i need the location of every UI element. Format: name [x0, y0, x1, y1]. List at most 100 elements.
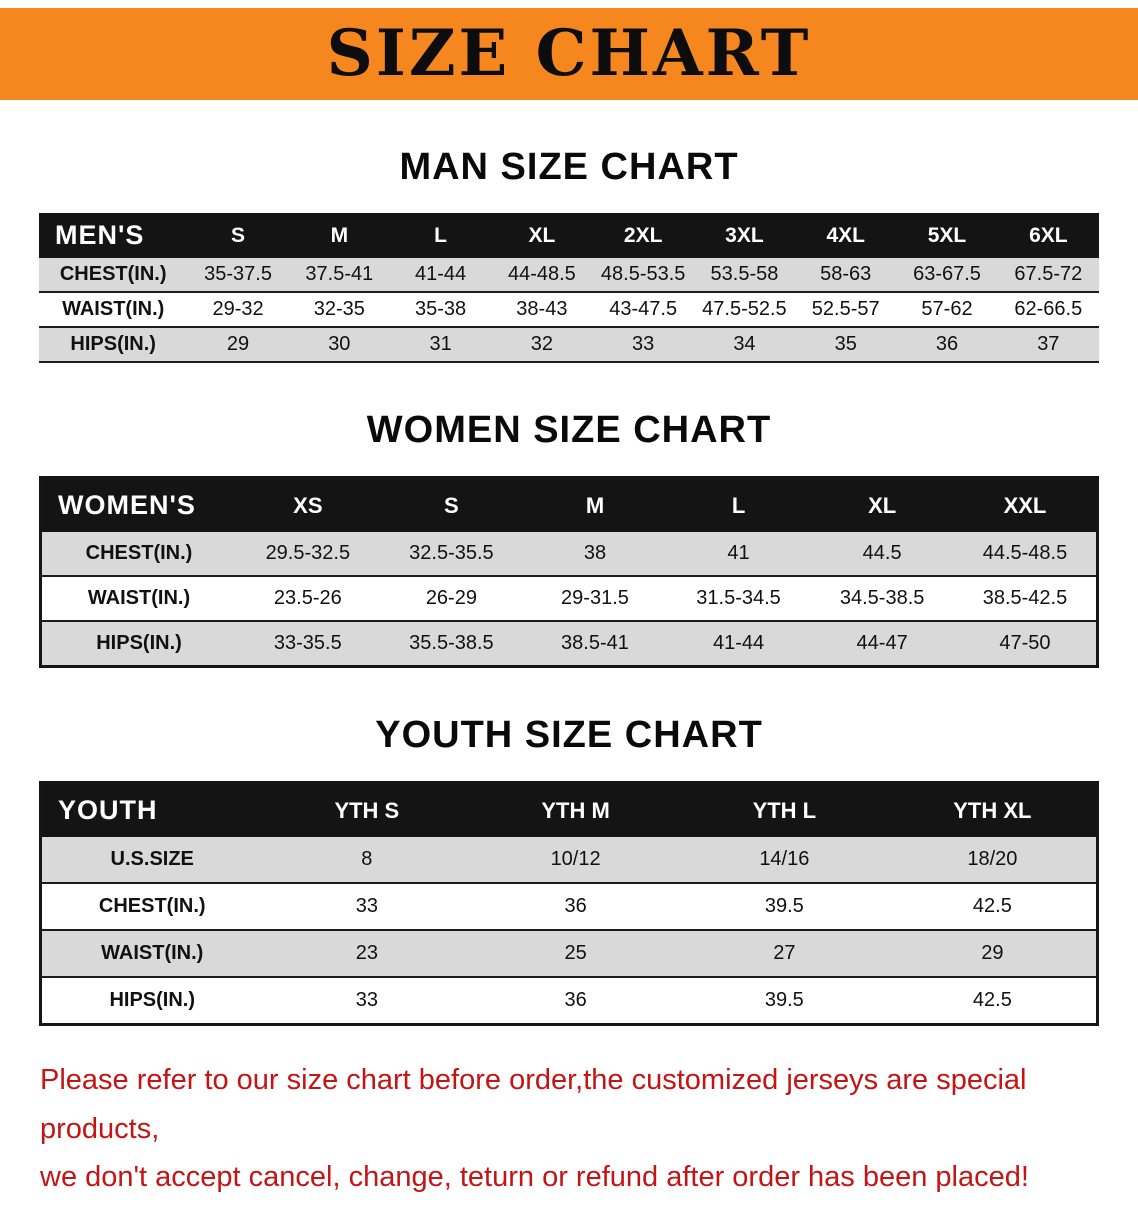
- table-header-row: MEN'S S M L XL 2XL 3XL 4XL 5XL 6XL: [39, 213, 1099, 258]
- banner: SIZE CHART: [0, 8, 1138, 100]
- row-label: CHEST(IN.): [59, 263, 167, 285]
- youth-section-heading: YOUTH SIZE CHART: [375, 714, 763, 756]
- table-row: CHEST(IN.) 29.5-32.5 32.5-35.5 38 41 44.5 44.5…: [40, 532, 1098, 576]
- size-value: 38: [583, 542, 607, 564]
- size-value: 44.5: [862, 542, 902, 564]
- size-value: 44-47: [856, 632, 908, 654]
- row-label: HIPS(IN.): [96, 632, 182, 654]
- row-label: HIPS(IN.): [109, 989, 196, 1011]
- table-row: WAIST(IN.) 29-32 32-35 35-38 38-43 43-47.5 47.…: [39, 292, 1099, 327]
- size-value: 57-62: [921, 298, 973, 320]
- size-value: 41-44: [712, 632, 765, 654]
- youth-size-table: YOUTH YTH S YTH M YTH L YTH XL U.S.SIZE 8 10/12…: [39, 781, 1099, 1026]
- size-value: 52.5-57: [811, 298, 880, 320]
- table-header-row: WOMEN'S XS S M L XL XXL: [40, 477, 1098, 532]
- banner-title: SIZE CHART: [326, 16, 812, 91]
- size-value: 37: [1037, 333, 1060, 355]
- size-value: 47.5-52.5: [702, 298, 787, 320]
- size-value: 39.5: [764, 895, 804, 917]
- size-column-header: YTH XL: [888, 782, 1098, 837]
- size-value: 29: [226, 333, 250, 355]
- size-value: 36: [564, 895, 587, 917]
- size-value: 30: [328, 333, 351, 355]
- size-column-header: 6XL: [997, 213, 1099, 258]
- table-title-cell: YOUTH: [40, 782, 263, 837]
- size-value: 53.5-58: [710, 263, 779, 285]
- size-value: 10/12: [550, 848, 601, 870]
- size-column-header: YTH L: [679, 782, 889, 837]
- size-value: 31.5-34.5: [696, 587, 781, 609]
- size-column-header: 4XL: [795, 213, 897, 258]
- size-value: 44-48.5: [507, 263, 576, 285]
- size-value: 23: [355, 942, 378, 964]
- section-men: MAN SIZE CHART MEN'S S M L XL 2XL 3XL 4XL 5XL 6XL…: [0, 146, 1138, 363]
- row-label: HIPS(IN.): [70, 333, 156, 355]
- size-column-header: 2XL: [592, 213, 694, 258]
- size-value: 43-47.5: [609, 298, 678, 320]
- footer-note-line-1: Please refer to our size chart before or…: [40, 1064, 1027, 1145]
- row-label: WAIST(IN.): [62, 298, 165, 320]
- size-value: 63-67.5: [913, 263, 981, 285]
- size-value: 29.5-32.5: [265, 542, 351, 564]
- size-value: 34: [733, 333, 756, 355]
- women-section-heading: WOMEN SIZE CHART: [366, 409, 772, 451]
- size-value: 42.5: [972, 895, 1012, 917]
- size-value: 38-43: [516, 298, 568, 320]
- size-value: 42.5: [972, 989, 1012, 1011]
- size-value: 35-38: [415, 298, 467, 320]
- size-value: 32: [530, 333, 553, 355]
- men-section-heading: MAN SIZE CHART: [399, 146, 739, 188]
- size-value: 38.5-41: [561, 632, 629, 654]
- size-value: 44.5-48.5: [982, 542, 1068, 564]
- table-row: WAIST(IN.) 23.5-26 26-29 29-31.5 31.5-34.5 34…: [40, 576, 1098, 621]
- size-value: 33: [632, 333, 655, 355]
- size-value: 35-37.5: [204, 263, 272, 285]
- size-column-header: L: [666, 477, 811, 532]
- size-column-header: S: [187, 213, 289, 258]
- size-value: 29: [981, 942, 1004, 964]
- size-value: 67.5-72: [1014, 263, 1083, 285]
- size-column-header: 5XL: [896, 213, 998, 258]
- size-value: 33: [355, 895, 378, 917]
- size-value: 38.5-42.5: [982, 587, 1068, 609]
- size-value: 36: [935, 333, 959, 355]
- size-column-header: M: [523, 477, 667, 532]
- row-label: CHEST(IN.): [85, 542, 193, 564]
- size-column-header: XXL: [953, 477, 1098, 532]
- size-value: 14/16: [759, 848, 810, 870]
- size-column-header: XS: [236, 477, 380, 532]
- size-value: 25: [564, 942, 587, 964]
- row-label: CHEST(IN.): [98, 895, 206, 917]
- table-row: CHEST(IN.) 33 36 39.5 42.5: [40, 883, 1098, 930]
- size-value: 18/20: [967, 848, 1018, 870]
- size-column-header: XL: [491, 213, 593, 258]
- size-column-header: L: [389, 213, 492, 258]
- row-label: WAIST(IN.): [101, 942, 204, 964]
- size-column-header: M: [288, 213, 390, 258]
- size-value: 33: [355, 989, 378, 1011]
- size-value: 41-44: [415, 263, 467, 285]
- table-title-cell: MEN'S: [39, 213, 188, 258]
- row-label: WAIST(IN.): [87, 587, 191, 609]
- size-value: 26-29: [425, 587, 477, 609]
- size-value: 8: [361, 848, 373, 870]
- size-value: 32-35: [313, 298, 365, 320]
- table-row: HIPS(IN.) 33 36 39.5 42.5: [40, 977, 1098, 1025]
- size-value: 62-66.5: [1014, 298, 1083, 320]
- size-value: 36: [564, 989, 587, 1011]
- size-column-header: 3XL: [693, 213, 796, 258]
- size-value: 41: [727, 542, 750, 564]
- footer-note-line-2: we don't accept cancel, change, teturn o…: [40, 1161, 1029, 1194]
- row-label: U.S.SIZE: [110, 848, 194, 870]
- size-column-header: S: [379, 477, 524, 532]
- size-column-header: YTH S: [262, 782, 472, 837]
- size-value: 32.5-35.5: [409, 542, 494, 564]
- size-value: 47-50: [999, 632, 1051, 654]
- size-value: 35: [834, 333, 857, 355]
- size-value: 33-35.5: [273, 632, 342, 654]
- size-chart-page: SIZE CHART MAN SIZE CHART MEN'S S M L XL 2XL 3…: [0, 8, 1138, 1220]
- size-value: 29-31.5: [561, 587, 629, 609]
- size-column-header: XL: [810, 477, 954, 532]
- table-row: HIPS(IN.) 33-35.5 35.5-38.5 38.5-41 41-44 44-…: [40, 621, 1098, 667]
- table-row: CHEST(IN.) 35-37.5 37.5-41 41-44 44-48.5 48.5…: [39, 258, 1099, 292]
